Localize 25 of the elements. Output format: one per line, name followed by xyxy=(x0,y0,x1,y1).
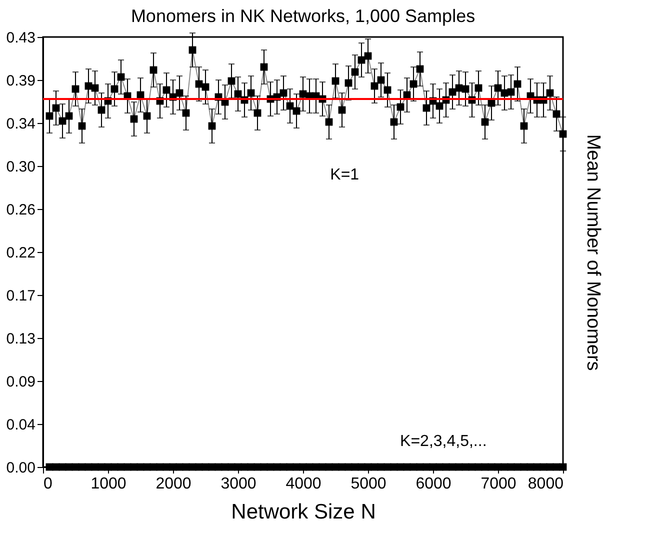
y-tick-label: 0.09 xyxy=(6,374,36,390)
y-tick-label: 0.04 xyxy=(6,416,36,434)
x-tick-label: 2000 xyxy=(156,476,192,492)
x-tick-label: 1000 xyxy=(90,476,126,492)
x-tick-label: 4000 xyxy=(286,476,322,492)
y-axis-title: Mean Number of Monomers xyxy=(582,134,604,371)
x-tick-label: 3000 xyxy=(220,476,256,492)
x-tick-label: 0 xyxy=(44,476,52,492)
y-tick-label: 0.17 xyxy=(6,288,36,304)
x-tick-label: 8000 xyxy=(528,476,564,492)
y-tick-label: 0.34 xyxy=(6,116,36,132)
y-tick-label: 0.13 xyxy=(6,330,36,348)
chart-title: Monomers in NK Networks, 1,000 Samples xyxy=(130,6,476,26)
annotation: K=1 xyxy=(330,166,360,184)
x-tick-label: 7000 xyxy=(480,476,516,492)
x-tick-label: 5000 xyxy=(350,476,386,492)
x-axis-title: Network Size N xyxy=(231,500,376,524)
y-tick-label: 0.22 xyxy=(6,244,36,262)
x-tick-label: 6000 xyxy=(416,476,452,492)
y-tick-label: 0.26 xyxy=(6,202,36,218)
y-tick-label: 0.43 xyxy=(6,30,36,46)
y-tick-label: 0.39 xyxy=(6,72,36,90)
y-tick-label: 0.30 xyxy=(6,158,36,176)
y-tick-label: 0.00 xyxy=(6,460,36,476)
annotation: K=2,3,4,5,... xyxy=(400,433,487,450)
